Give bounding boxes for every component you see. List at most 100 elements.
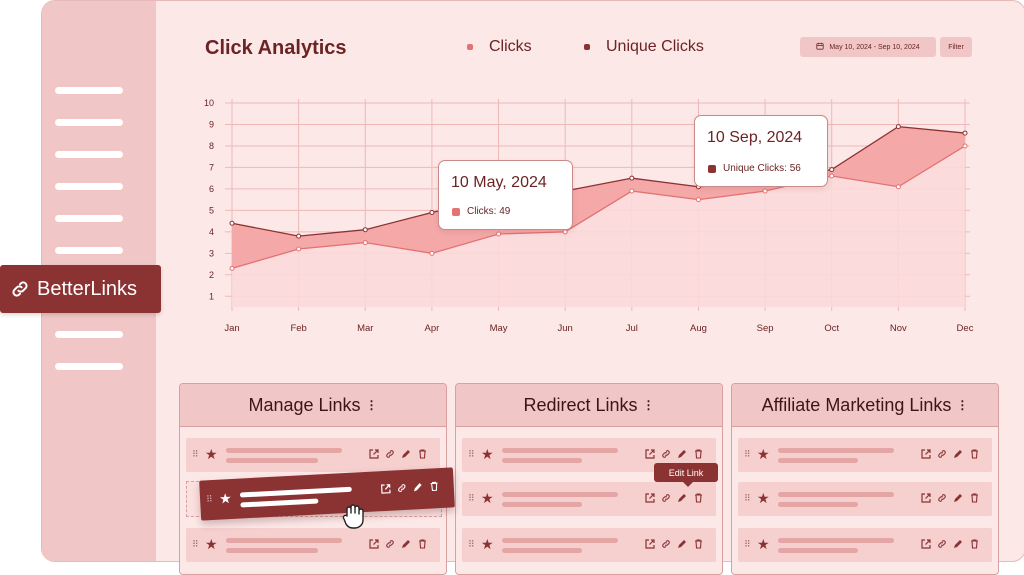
legend-unique-clicks[interactable]: Unique Clicks xyxy=(584,38,704,56)
clicks-point xyxy=(695,197,701,203)
trash-icon[interactable] xyxy=(692,448,704,460)
external-link-icon[interactable] xyxy=(644,448,656,460)
star-icon[interactable]: ★ xyxy=(205,536,218,552)
link-row[interactable]: ⠿ ★ xyxy=(462,482,716,516)
external-link-icon[interactable] xyxy=(644,538,656,550)
trash-icon[interactable] xyxy=(692,492,704,504)
date-range-picker[interactable]: May 10, 2024 - Sep 10, 2024 xyxy=(800,37,936,57)
copy-link-icon[interactable] xyxy=(384,538,396,550)
copy-link-icon[interactable] xyxy=(936,448,948,460)
drag-handle-icon[interactable]: ⠿ xyxy=(468,493,475,503)
external-link-icon[interactable] xyxy=(644,492,656,504)
link-url-placeholder xyxy=(226,458,318,463)
trash-icon[interactable] xyxy=(968,448,980,460)
sidebar-item-4[interactable] xyxy=(55,183,123,190)
row-actions xyxy=(368,538,428,550)
page-title: Click Analytics xyxy=(205,37,347,59)
star-icon[interactable]: ★ xyxy=(481,536,494,552)
trash-icon[interactable] xyxy=(692,538,704,550)
drag-handle-icon[interactable]: ⠿ xyxy=(468,449,475,459)
y-tick-label: 2 xyxy=(209,270,214,280)
more-options-icon[interactable]: ⋮ xyxy=(365,398,378,412)
dragging-link-row[interactable]: ⠿ ★ xyxy=(199,467,455,521)
sidebar-item-6[interactable] xyxy=(55,247,123,254)
edit-icon[interactable] xyxy=(676,448,688,460)
y-tick-label: 3 xyxy=(209,248,214,258)
sidebar-item-5[interactable] xyxy=(55,215,123,222)
link-title-placeholder xyxy=(502,448,618,453)
x-tick-label: Dec xyxy=(957,323,974,334)
trash-icon[interactable] xyxy=(427,480,440,493)
star-icon[interactable]: ★ xyxy=(757,536,770,552)
clicks-point xyxy=(296,246,302,252)
star-icon[interactable]: ★ xyxy=(481,446,494,462)
external-link-icon[interactable] xyxy=(368,538,380,550)
edit-icon[interactable] xyxy=(676,492,688,504)
unique-clicks-point xyxy=(362,227,368,233)
drag-handle-icon[interactable]: ⠿ xyxy=(744,449,751,459)
link-title-placeholder xyxy=(778,538,894,543)
copy-link-icon[interactable] xyxy=(660,492,672,504)
copy-link-icon[interactable] xyxy=(936,492,948,504)
star-icon[interactable]: ★ xyxy=(757,490,770,506)
clicks-point xyxy=(229,265,235,271)
row-actions xyxy=(644,538,704,550)
drag-handle-icon[interactable]: ⠿ xyxy=(744,493,751,503)
more-options-icon[interactable]: ⋮ xyxy=(642,398,655,412)
link-row[interactable]: ⠿ ★ xyxy=(738,528,992,562)
drag-handle-icon[interactable]: ⠿ xyxy=(192,539,199,549)
link-row[interactable]: ⠿ ★ xyxy=(738,438,992,472)
edit-icon[interactable] xyxy=(400,538,412,550)
unique-clicks-point xyxy=(629,175,635,181)
star-icon[interactable]: ★ xyxy=(757,446,770,462)
drag-handle-icon[interactable]: ⠿ xyxy=(205,493,213,505)
sidebar-item-8[interactable] xyxy=(55,363,123,370)
trash-icon[interactable] xyxy=(968,492,980,504)
edit-icon[interactable] xyxy=(676,538,688,550)
copy-link-icon[interactable] xyxy=(936,538,948,550)
link-row[interactable]: ⠿ ★ xyxy=(186,438,440,472)
copy-link-icon[interactable] xyxy=(660,538,672,550)
link-row[interactable]: ⠿ ★ xyxy=(186,528,440,562)
link-row[interactable]: ⠿ ★ xyxy=(462,528,716,562)
copy-link-icon[interactable] xyxy=(384,448,396,460)
drag-handle-icon[interactable]: ⠿ xyxy=(744,539,751,549)
star-icon[interactable]: ★ xyxy=(205,446,218,462)
sidebar-item-7[interactable] xyxy=(55,331,123,338)
calendar-icon xyxy=(816,42,824,52)
drag-handle-icon[interactable]: ⠿ xyxy=(192,449,199,459)
sidebar-item-1[interactable] xyxy=(55,87,123,94)
edit-icon[interactable] xyxy=(400,448,412,460)
more-options-icon[interactable]: ⋮ xyxy=(956,398,969,412)
x-tick-label: Nov xyxy=(890,323,907,334)
sidebar-item-3[interactable] xyxy=(55,151,123,158)
external-link-icon[interactable] xyxy=(920,492,932,504)
legend-swatch xyxy=(584,44,590,50)
external-link-icon[interactable] xyxy=(920,538,932,550)
star-icon[interactable]: ★ xyxy=(218,490,233,507)
edit-icon[interactable] xyxy=(952,492,964,504)
external-link-icon[interactable] xyxy=(368,448,380,460)
trash-icon[interactable] xyxy=(968,538,980,550)
tooltip-row: Clicks: 49 xyxy=(452,206,510,217)
drag-handle-icon[interactable]: ⠿ xyxy=(468,539,475,549)
edit-icon[interactable] xyxy=(411,481,424,494)
sidebar-item-2[interactable] xyxy=(55,119,123,126)
unique-clicks-band xyxy=(232,126,965,269)
trash-icon[interactable] xyxy=(416,448,428,460)
external-link-icon[interactable] xyxy=(920,448,932,460)
trash-icon[interactable] xyxy=(416,538,428,550)
link-row[interactable]: ⠿ ★ xyxy=(738,482,992,516)
filter-button[interactable]: Filter xyxy=(940,37,972,57)
copy-link-icon[interactable] xyxy=(660,448,672,460)
external-link-icon[interactable] xyxy=(380,483,393,496)
star-icon[interactable]: ★ xyxy=(481,490,494,506)
copy-link-icon[interactable] xyxy=(395,482,408,495)
edit-icon[interactable] xyxy=(952,448,964,460)
link-row[interactable]: ⠿ ★ xyxy=(462,438,716,472)
y-tick-label: 7 xyxy=(209,162,214,172)
edit-icon[interactable] xyxy=(952,538,964,550)
link-title-placeholder xyxy=(239,486,352,498)
legend-clicks[interactable]: Clicks xyxy=(467,38,532,56)
y-tick-label: 4 xyxy=(209,227,214,237)
